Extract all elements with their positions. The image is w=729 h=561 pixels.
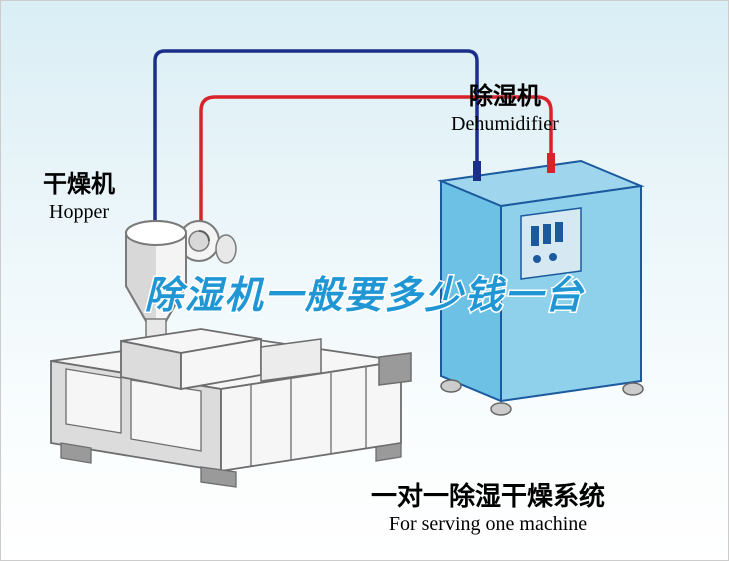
label-system-title-cn: 一对一除湿干燥系统	[371, 481, 605, 512]
label-system-title-en: For serving one machine	[371, 512, 605, 536]
label-dehumidifier-en: Dehumidifier	[451, 112, 559, 136]
label-dehumidifier: 除湿机 Dehumidifier	[451, 83, 559, 136]
diagram-canvas	[1, 1, 729, 561]
dehumidifier-unit	[441, 153, 643, 415]
label-hopper: 干燥机 Hopper	[43, 171, 115, 224]
label-system-title: 一对一除湿干燥系统 For serving one machine	[371, 481, 605, 536]
extruder-unit	[51, 329, 411, 487]
hopper-unit	[126, 221, 236, 341]
label-hopper-cn: 干燥机	[43, 171, 115, 200]
label-dehumidifier-cn: 除湿机	[451, 83, 559, 112]
pipe-blue	[155, 51, 477, 229]
label-hopper-en: Hopper	[43, 200, 115, 224]
